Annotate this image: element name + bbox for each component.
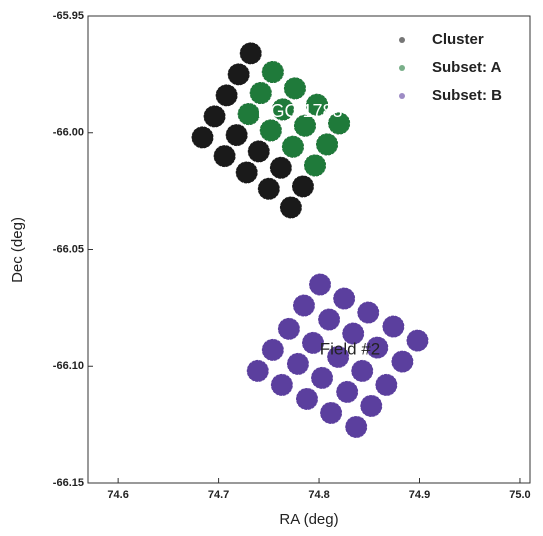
data-point bbox=[286, 352, 310, 376]
data-point bbox=[295, 387, 319, 411]
data-point bbox=[350, 359, 374, 383]
y-tick-label: -66.10 bbox=[53, 360, 84, 372]
x-tick-label: 74.8 bbox=[308, 489, 329, 501]
data-point bbox=[292, 294, 316, 317]
x-tick-label: 74.6 bbox=[107, 489, 128, 501]
x-tick-label: 74.9 bbox=[409, 489, 430, 501]
x-axis-title: RA (deg) bbox=[279, 511, 338, 528]
data-point bbox=[291, 175, 315, 198]
data-point bbox=[308, 273, 332, 296]
data-point bbox=[227, 62, 251, 86]
data-point bbox=[246, 359, 270, 383]
data-point bbox=[191, 126, 214, 149]
data-point bbox=[327, 112, 351, 135]
legend-marker bbox=[399, 93, 405, 99]
legend-marker bbox=[399, 65, 405, 71]
data-point bbox=[374, 373, 398, 397]
data-point bbox=[319, 401, 343, 425]
data-point bbox=[269, 156, 293, 180]
data-point bbox=[359, 394, 383, 418]
data-point bbox=[344, 415, 368, 439]
data-point bbox=[235, 161, 259, 184]
x-tick-label: 75.0 bbox=[509, 489, 530, 501]
data-point bbox=[261, 338, 285, 362]
data-point bbox=[326, 345, 350, 369]
data-point bbox=[271, 98, 295, 121]
data-point bbox=[203, 105, 226, 128]
data-point bbox=[391, 350, 414, 373]
data-point bbox=[341, 322, 365, 345]
data-point bbox=[279, 196, 303, 219]
legend-label: Subset: A bbox=[432, 59, 502, 76]
data-point bbox=[356, 301, 380, 324]
data-point bbox=[281, 135, 305, 159]
data-point bbox=[270, 373, 294, 397]
data-point bbox=[259, 119, 283, 142]
data-point bbox=[303, 154, 327, 177]
y-axis-title: Dec (deg) bbox=[9, 217, 26, 283]
legend-label: Subset: B bbox=[432, 87, 502, 104]
y-tick-label: -65.95 bbox=[53, 10, 84, 22]
data-point bbox=[381, 315, 405, 338]
data-point bbox=[237, 102, 261, 126]
data-point bbox=[317, 308, 341, 331]
data-point bbox=[365, 336, 389, 359]
data-point bbox=[315, 133, 339, 156]
data-point bbox=[277, 317, 301, 341]
data-point bbox=[301, 331, 325, 355]
data-point bbox=[293, 114, 317, 138]
data-point bbox=[332, 287, 356, 310]
data-point bbox=[249, 81, 273, 105]
data-point bbox=[225, 123, 249, 147]
data-point bbox=[239, 41, 263, 65]
annotation: NGC 1783 bbox=[257, 101, 342, 121]
y-tick-label: -66.05 bbox=[53, 243, 84, 255]
data-point bbox=[310, 366, 334, 390]
legend-label: Cluster bbox=[432, 31, 484, 48]
data-point bbox=[261, 60, 285, 84]
data-point bbox=[213, 144, 237, 168]
data-point bbox=[305, 93, 329, 117]
legend-marker bbox=[399, 37, 405, 43]
data-point bbox=[257, 177, 281, 201]
y-tick-label: -66.15 bbox=[53, 477, 84, 489]
data-point bbox=[283, 76, 307, 100]
annotation: Field #2 bbox=[320, 339, 380, 358]
data-point bbox=[215, 83, 239, 107]
x-tick-label: 74.7 bbox=[208, 489, 229, 501]
data-point bbox=[335, 380, 359, 404]
data-point bbox=[406, 329, 429, 352]
data-point bbox=[247, 140, 271, 163]
y-tick-label: -66.00 bbox=[53, 127, 84, 139]
